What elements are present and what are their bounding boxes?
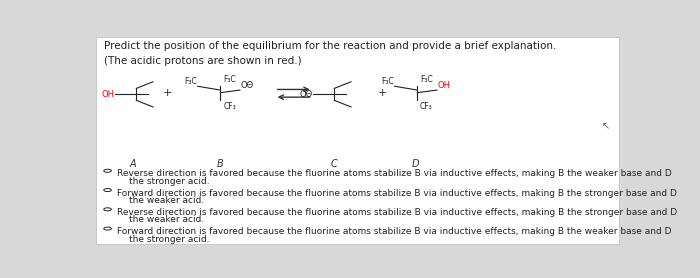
Text: D: D [412,158,419,168]
Text: +: + [163,88,172,98]
Text: CF₃: CF₃ [223,102,236,111]
Text: Reverse direction is favored because the fluorine atoms stabilize B via inductiv: Reverse direction is favored because the… [117,169,671,178]
Text: F₃C: F₃C [223,75,236,84]
Text: OH: OH [438,81,451,90]
Text: the weaker acid.: the weaker acid. [129,196,204,205]
Text: B: B [217,158,224,168]
Text: Forward direction is favored because the fluorine atoms stabilize B via inductiv: Forward direction is favored because the… [117,188,677,198]
Text: OH: OH [102,90,114,99]
Text: +: + [377,88,387,98]
Text: (The acidic protons are shown in red.): (The acidic protons are shown in red.) [104,56,302,66]
Text: Forward direction is favored because the fluorine atoms stabilize B via inductiv: Forward direction is favored because the… [117,227,671,236]
FancyBboxPatch shape [96,37,619,244]
Text: C: C [331,158,337,168]
Text: the stronger acid.: the stronger acid. [129,235,209,244]
Text: Predict the position of the equilibrium for the reaction and provide a brief exp: Predict the position of the equilibrium … [104,41,556,51]
Text: Reverse direction is favored because the fluorine atoms stabilize B via inductiv: Reverse direction is favored because the… [117,208,677,217]
Text: F₃C: F₃C [420,75,433,84]
Text: ↖: ↖ [601,121,610,131]
Text: the stronger acid.: the stronger acid. [129,177,209,186]
Text: F₃C: F₃C [381,77,393,86]
Text: the weaker acid.: the weaker acid. [129,215,204,224]
Text: OΘ: OΘ [299,90,312,99]
Text: F₃C: F₃C [184,77,197,86]
Text: OΘ: OΘ [241,81,254,90]
Text: CF₃: CF₃ [420,102,433,111]
Text: A: A [130,158,136,168]
